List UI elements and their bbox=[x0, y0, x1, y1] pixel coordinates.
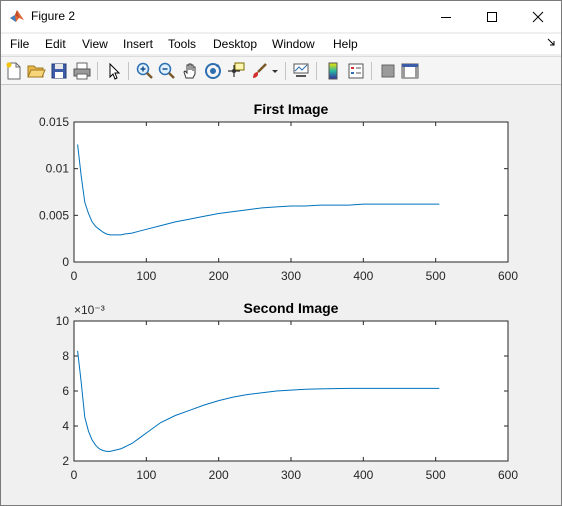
y-tick-label: 4 bbox=[62, 419, 69, 433]
select-arrow-icon[interactable] bbox=[104, 61, 124, 81]
x-tick-label: 500 bbox=[426, 269, 446, 283]
y-tick-label: 2 bbox=[62, 454, 69, 468]
brush-dropdown-icon[interactable] bbox=[270, 61, 280, 81]
toolbar-separator bbox=[285, 62, 286, 80]
x-tick-label: 200 bbox=[209, 269, 229, 283]
pan-hand-icon[interactable] bbox=[180, 61, 200, 81]
show-plot-tools-icon[interactable] bbox=[400, 61, 420, 81]
toolbar-separator bbox=[97, 62, 98, 80]
rotate-3d-icon[interactable] bbox=[203, 61, 223, 81]
series-line[interactable] bbox=[77, 144, 440, 236]
new-figure-icon[interactable] bbox=[4, 61, 24, 81]
maximize-icon bbox=[487, 11, 497, 22]
brush-icon[interactable] bbox=[249, 61, 269, 81]
toolbar-separator bbox=[128, 62, 129, 80]
insert-colorbar-icon[interactable] bbox=[323, 61, 343, 81]
x-tick-label: 200 bbox=[209, 468, 229, 482]
y-tick-label: 6 bbox=[62, 384, 69, 398]
maximize-button[interactable] bbox=[469, 1, 515, 32]
x-tick-label: 600 bbox=[498, 468, 518, 482]
dock-arrow-icon[interactable] bbox=[547, 38, 555, 46]
figure-plot-area: First Image 0 100 200 300 400 500 60000.0050.0… bbox=[39, 101, 519, 482]
y-tick-label: 0.01 bbox=[46, 162, 70, 176]
matlab-logo-icon bbox=[10, 10, 24, 22]
menu-help[interactable]: Help bbox=[333, 37, 358, 51]
close-icon bbox=[532, 11, 544, 22]
y-tick-label: 0 bbox=[62, 255, 69, 269]
axes-background bbox=[73, 121, 509, 263]
y-exponent-label: ×10⁻³ bbox=[74, 303, 105, 317]
menu-window[interactable]: Window bbox=[272, 37, 315, 51]
series-line[interactable] bbox=[77, 350, 440, 452]
hide-plot-tools-icon[interactable] bbox=[378, 61, 398, 81]
link-plot-icon[interactable] bbox=[291, 61, 311, 81]
data-cursor-icon[interactable] bbox=[226, 61, 246, 81]
open-icon[interactable] bbox=[26, 61, 46, 81]
x-tick-label: 600 bbox=[498, 269, 518, 283]
x-tick-label: 300 bbox=[281, 269, 301, 283]
x-tick-label: 400 bbox=[353, 269, 373, 283]
zoom-in-icon[interactable] bbox=[135, 61, 155, 81]
menu-view[interactable]: View bbox=[82, 37, 108, 51]
minimize-icon bbox=[441, 16, 451, 18]
minimize-button[interactable] bbox=[423, 1, 469, 32]
title-bar[interactable]: Figure 2 bbox=[1, 1, 561, 32]
x-tick-label: 400 bbox=[353, 468, 373, 482]
y-tick-label: 0.005 bbox=[39, 208, 69, 222]
chart-title: First Image bbox=[254, 101, 329, 117]
save-icon[interactable] bbox=[49, 61, 69, 81]
menu-tools[interactable]: Tools bbox=[168, 37, 197, 51]
x-tick-label: 500 bbox=[426, 468, 446, 482]
close-button[interactable] bbox=[515, 1, 561, 32]
insert-legend-icon[interactable] bbox=[346, 61, 366, 81]
menu-file[interactable]: File bbox=[10, 37, 30, 51]
menu-edit[interactable]: Edit bbox=[45, 37, 66, 51]
x-tick-label: 100 bbox=[136, 269, 156, 283]
toolbar-separator bbox=[316, 62, 317, 80]
axes-second-image[interactable]: Second Image ×10⁻³ 0 100 200 300 400 500 600 2 4… bbox=[56, 300, 519, 482]
x-tick-label: 300 bbox=[281, 468, 301, 482]
axes-background bbox=[73, 320, 509, 462]
y-tick-label: 0.015 bbox=[39, 115, 69, 129]
toolbar-separator bbox=[371, 62, 372, 80]
y-tick-label: 8 bbox=[62, 349, 69, 363]
menu-insert[interactable]: Insert bbox=[123, 37, 154, 51]
chart-title: Second Image bbox=[244, 300, 339, 316]
menu-desktop[interactable]: Desktop bbox=[213, 37, 258, 51]
menu-bar: File Edit View Insert Tools Desktop Wind… bbox=[1, 34, 561, 54]
x-tick-label: 0 bbox=[71, 269, 78, 283]
axes-first-image[interactable]: First Image 0 100 200 300 400 500 600 0 0.005 0.0… bbox=[39, 101, 518, 283]
zoom-out-icon[interactable] bbox=[157, 61, 177, 81]
window-title: Figure 2 bbox=[31, 9, 76, 23]
x-tick-label: 0 bbox=[71, 468, 78, 482]
y-tick-label: 10 bbox=[56, 314, 70, 328]
x-tick-label: 100 bbox=[136, 468, 156, 482]
figure-toolbar bbox=[1, 56, 561, 85]
print-icon[interactable] bbox=[72, 61, 92, 81]
